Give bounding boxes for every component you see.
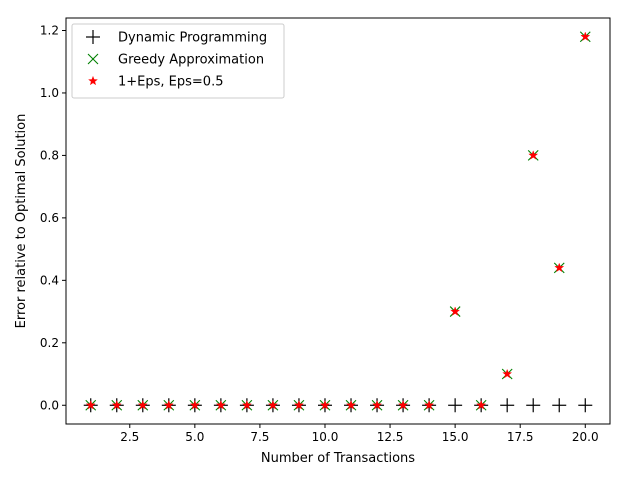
legend-label: Dynamic Programming [118,31,267,46]
data-point [215,400,226,410]
legend-label: Greedy Approximation [118,53,264,68]
legend-marker [87,53,99,65]
data-point [500,398,515,413]
data-point [294,400,304,410]
data-point [267,400,278,410]
data-point [189,400,200,410]
data-point [85,400,96,410]
axes-frame [65,17,611,425]
data-point [346,400,356,410]
data-point [526,398,541,413]
data-point [111,400,122,410]
data-point [163,400,174,410]
x-tick-label: 5.0 [185,430,204,444]
data-point [241,400,252,410]
data-point [578,398,593,413]
data-point [554,262,565,273]
legend-box [71,23,285,99]
data-point [528,150,539,160]
data-point [552,398,567,413]
x-tick-label: 17.5 [507,430,534,444]
legend: Dynamic Programming Greedy Approximation 1… [71,23,285,99]
data-point [580,31,591,41]
x-tick-label: 10.0 [312,430,339,444]
series-layer [83,31,593,413]
data-point [476,400,487,410]
x-tick-label: 15.0 [442,430,469,444]
y-tick-label: 0.0 [40,398,59,412]
y-axis-ticks: 0.0 0.2 0.4 0.6 0.8 1.0 1.2 [40,23,66,412]
x-axis-label: Number of Transactions [261,451,415,466]
y-tick-label: 0.2 [40,336,59,350]
data-point [137,400,148,410]
data-point [448,398,463,413]
x-tick-label: 7.5 [250,430,269,444]
x-tick-label: 2.5 [120,430,139,444]
data-point [502,368,513,379]
legend-label: 1+Eps, Eps=0.5 [118,75,223,90]
y-tick-label: 1.0 [40,86,59,100]
data-point [372,400,382,410]
y-tick-label: 0.4 [40,273,59,287]
y-axis-label: Error relative to Optimal Solution [14,114,29,329]
legend-marker [86,30,100,44]
y-tick-label: 1.2 [40,23,59,37]
x-tick-label: 20.0 [572,430,599,444]
series-2 [85,31,591,410]
y-tick-label: 0.8 [40,148,59,162]
y-tick-label: 0.6 [40,211,59,225]
data-point [320,400,330,410]
data-point [398,400,409,410]
plot-area [65,17,611,425]
x-axis-ticks: 2.5 5.0 7.5 10.0 12.5 15.0 17.5 20.0 [120,424,599,444]
legend-marker [88,75,98,86]
x-tick-label: 12.5 [377,430,404,444]
data-point [424,400,435,410]
data-point [450,306,461,316]
legend-items: Dynamic Programming Greedy Approximation 1… [86,30,267,90]
